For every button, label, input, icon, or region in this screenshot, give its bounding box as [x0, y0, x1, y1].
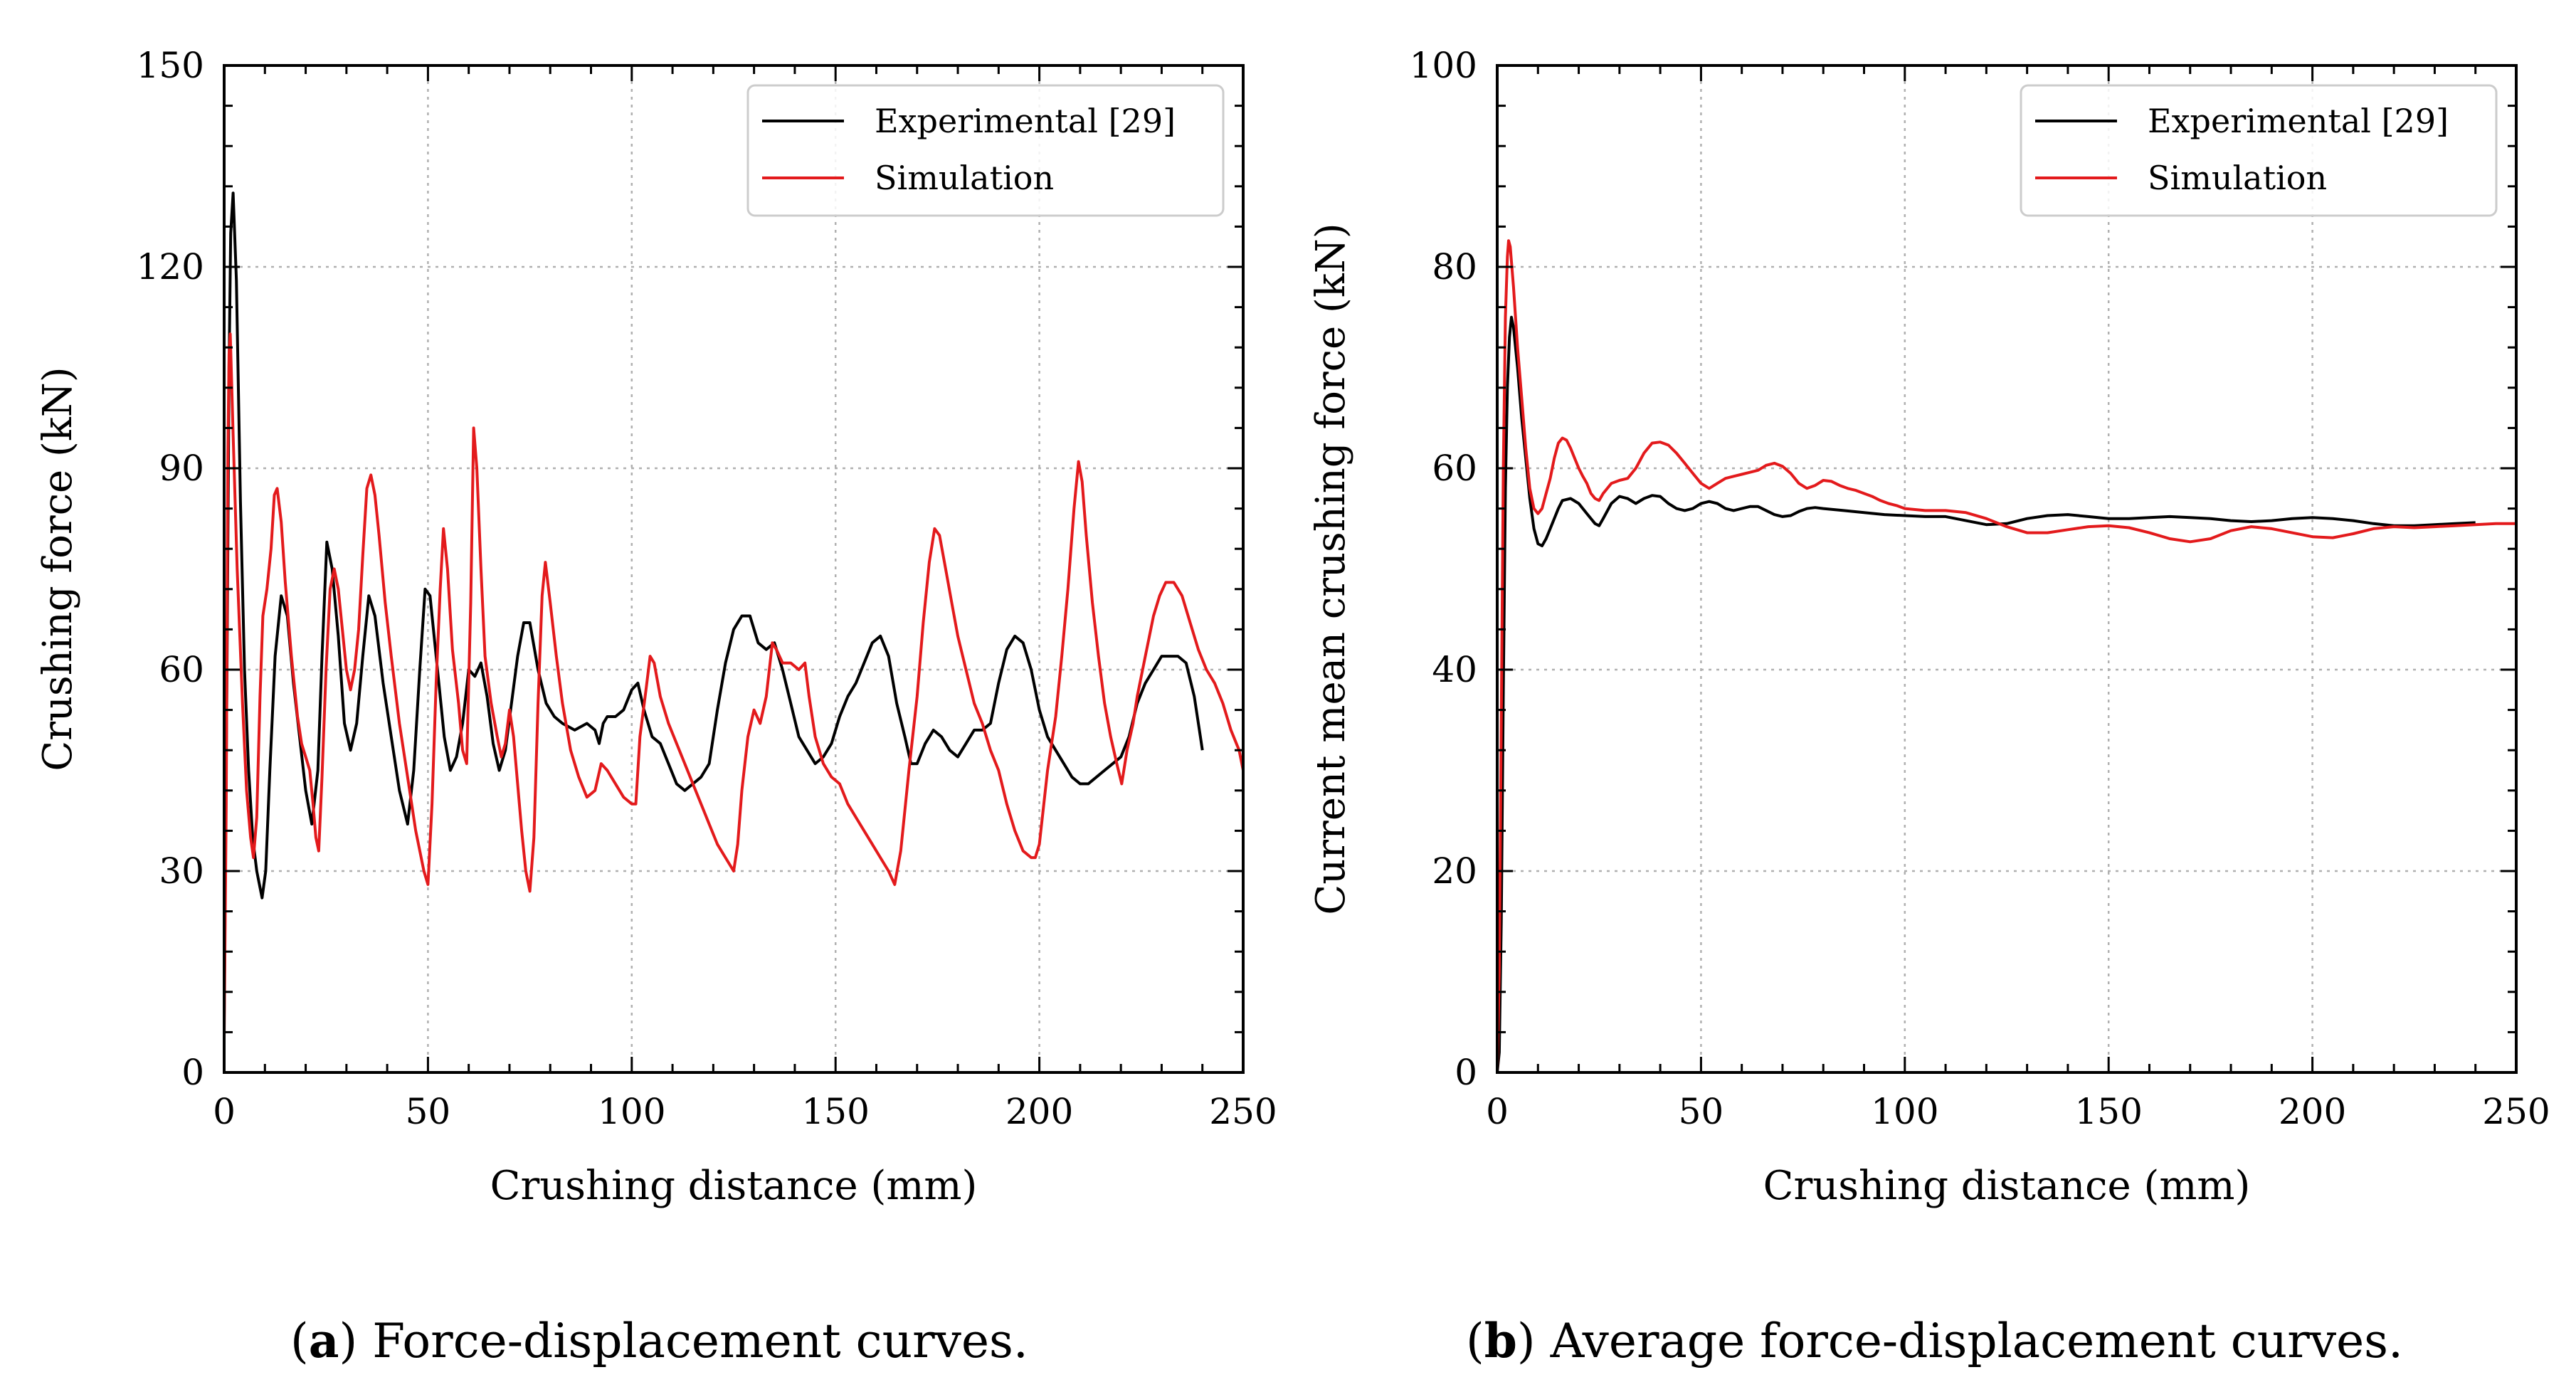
x-tick-label: 50 [406, 1091, 451, 1132]
x-axis-label: Crushing distance (mm) [1763, 1163, 2251, 1209]
plot-frame [1496, 64, 2518, 1074]
caption-a-label: a [308, 1313, 339, 1368]
y-tick-label: 80 [1432, 246, 1477, 288]
x-tick-label: 100 [1871, 1091, 1938, 1132]
x-tick-label: 250 [1209, 1091, 1277, 1132]
x-tick-label: 100 [598, 1091, 665, 1132]
legend-label-experimental: Experimental [29] [2148, 102, 2449, 140]
x-tick-label: 250 [2482, 1091, 2550, 1132]
y-axis-label: Crushing force (kN) [35, 366, 81, 771]
y-tick-label: 40 [1432, 649, 1477, 690]
x-tick-label: 150 [801, 1091, 869, 1132]
y-tick-label: 0 [1455, 1052, 1477, 1093]
legend-label-experimental: Experimental [29] [875, 102, 1176, 140]
legend-label-simulation: Simulation [875, 159, 1054, 197]
caption-b-text: Average force-displacement curves. [1535, 1314, 2404, 1368]
y-tick-label: 0 [181, 1052, 204, 1093]
x-tick-label: 200 [1005, 1091, 1073, 1132]
series-line-simulation [224, 332, 1243, 1039]
legend: Experimental [29] Simulation [746, 84, 1225, 217]
legend-label-simulation: Simulation [2148, 159, 2327, 197]
legend-box [746, 84, 1225, 217]
x-tick-label: 50 [1679, 1091, 1724, 1132]
y-tick-label: 120 [137, 246, 204, 288]
x-tick-label: 0 [213, 1091, 236, 1132]
series-line-experimental [1497, 315, 2476, 1072]
y-tick-label: 60 [159, 649, 204, 690]
y-tick-label: 20 [1432, 850, 1477, 892]
y-tick-label: 100 [1410, 45, 1477, 86]
x-axis-label: Crushing distance (mm) [490, 1163, 978, 1209]
legend-box [2020, 84, 2498, 217]
series-line-simulation [1497, 239, 2516, 1072]
y-tick-label: 60 [1432, 448, 1477, 489]
caption-b: (b) Average force-displacement curves. [1466, 1313, 2404, 1368]
legend: Experimental [29] Simulation [2020, 84, 2498, 217]
chart-a: 0 50 100 150 200 250 0 30 60 90 120 150 Crushing dis… [35, 45, 1277, 1209]
x-tick-label: 200 [2279, 1091, 2346, 1132]
series-line-experimental [224, 191, 1204, 1019]
caption-a-text: Force-displacement curves. [357, 1314, 1028, 1368]
y-tick-label: 30 [159, 850, 204, 892]
x-tick-label: 0 [1486, 1091, 1509, 1132]
y-tick-label: 90 [159, 448, 204, 489]
chart-b: 0 50 100 150 200 250 0 20 40 60 80 100 Crushing dist… [1308, 45, 2550, 1209]
caption-b-label: b [1484, 1313, 1517, 1368]
y-axis-label: Current mean crushing force (kN) [1308, 223, 1354, 914]
caption-a: (a) Force-displacement curves. [290, 1313, 1028, 1368]
x-tick-label: 150 [2074, 1091, 2142, 1132]
plot-frame [223, 64, 1245, 1074]
y-tick-label: 150 [137, 45, 204, 86]
